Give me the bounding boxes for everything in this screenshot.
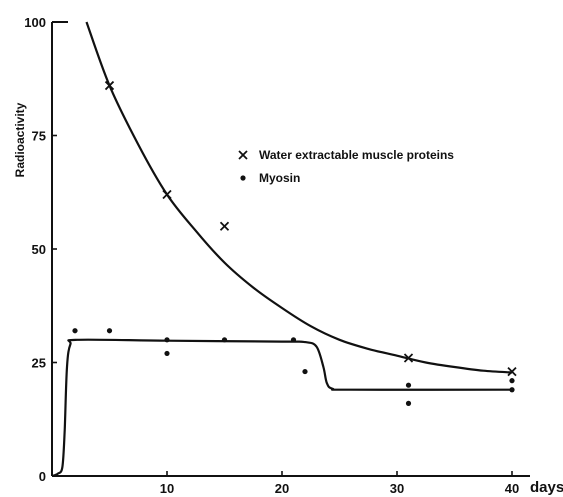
series-curve-1: [51, 338, 513, 478]
data-point-x: [403, 353, 414, 363]
data-point-x: [219, 221, 230, 231]
data-point-dot: [164, 350, 170, 357]
y-tick-label: 25: [32, 356, 46, 371]
axes: [51, 21, 530, 477]
x-tick-label: 10: [160, 481, 174, 496]
data-point-dot: [164, 337, 170, 343]
curves: [51, 21, 513, 478]
legend: Water extractable muscle proteins Myosin: [238, 148, 454, 185]
legend-label: Myosin: [259, 171, 300, 185]
x-tick-label: 40: [505, 481, 519, 496]
data-point-dot: [106, 328, 113, 334]
series-curve-0: [85, 21, 513, 374]
data-point-dot: [405, 382, 412, 388]
data-point-dot: [221, 337, 228, 343]
y-axis-label: Radioactivity: [13, 102, 27, 177]
data-point-x: [162, 189, 172, 200]
data-point-dot: [302, 368, 308, 375]
y-tick-label: 0: [39, 469, 46, 484]
points: [72, 80, 517, 406]
data-point-dot: [290, 337, 297, 343]
data-point-dot: [72, 328, 78, 334]
x-tick-label: 30: [390, 481, 404, 496]
y-ticks: 0 25 50 75 100: [24, 15, 57, 484]
x-tick-label: 20: [275, 481, 289, 496]
y-tick-label: 75: [32, 129, 46, 144]
y-tick-label: 50: [32, 242, 46, 257]
legend-marker-x: [238, 150, 248, 160]
legend-label: Water extractable muscle proteins: [259, 148, 454, 162]
data-point-dot: [509, 378, 515, 384]
legend-marker-dot: [240, 175, 246, 181]
x-axis-unit: days: [530, 479, 563, 496]
data-point-dot: [405, 400, 412, 406]
data-point-x: [507, 366, 517, 377]
y-tick-label: 100: [24, 15, 46, 30]
data-point-x: [104, 80, 115, 91]
x-ticks: 10 20 30 40: [160, 471, 519, 496]
data-point-dot: [509, 387, 515, 393]
